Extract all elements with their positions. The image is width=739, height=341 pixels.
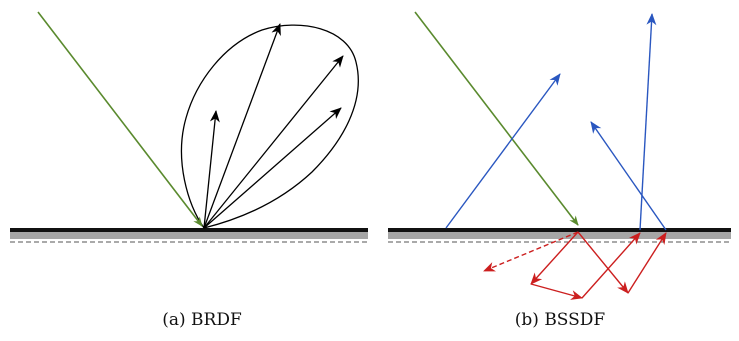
- reflected-rays: [203, 23, 344, 229]
- subsurface-ray-dashed: [483, 231, 579, 272]
- subsurface-ray: [530, 283, 583, 300]
- surface-a: [10, 228, 368, 243]
- exit-rays: [445, 13, 667, 231]
- reflected-ray: [203, 55, 344, 229]
- reflected-ray: [203, 107, 342, 229]
- panel-brdf: [10, 11, 368, 243]
- reflected-ray: [203, 23, 281, 229]
- subsurface-ray: [577, 231, 629, 294]
- subsurface-ray: [530, 231, 579, 285]
- exit-ray: [445, 73, 561, 229]
- subsurface-ray: [627, 232, 667, 294]
- panel-bssdf: [388, 11, 731, 300]
- subsurface-ray: [581, 232, 641, 299]
- brdf-lobe: [180, 24, 359, 229]
- reflected-ray: [203, 110, 220, 229]
- caption-bssdf: (b) BSSDF: [514, 310, 606, 330]
- caption-brdf: (a) BRDF: [162, 310, 242, 330]
- subsurface-paths: [483, 231, 667, 300]
- exit-ray: [590, 121, 667, 231]
- incident-ray-b: [414, 11, 579, 226]
- surface-b: [388, 228, 731, 243]
- incident-ray-a: [37, 11, 203, 227]
- exit-ray: [639, 13, 657, 231]
